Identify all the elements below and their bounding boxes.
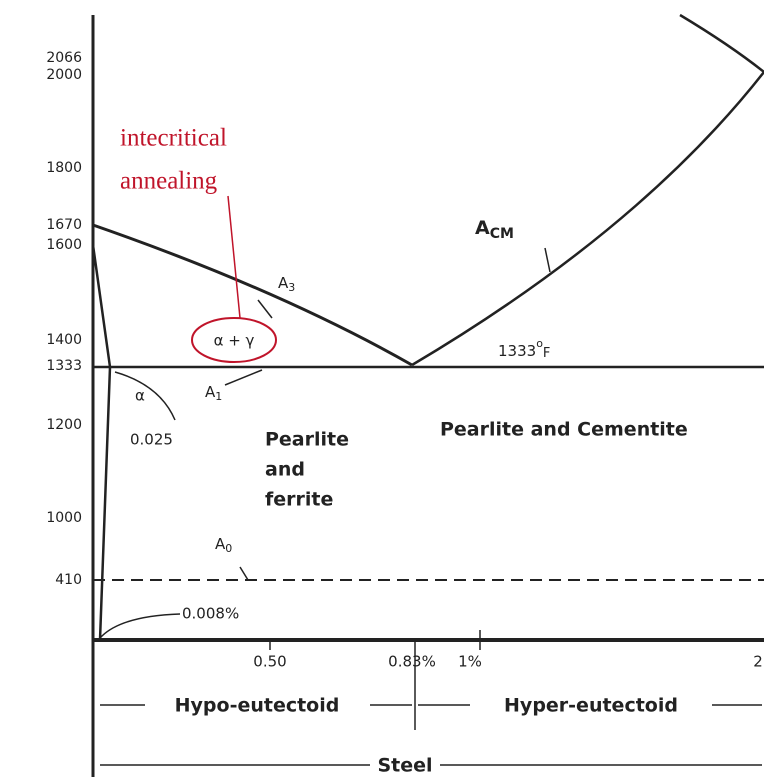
a0-label: A0: [215, 535, 232, 556]
class-label: Hyper-eutectoid: [504, 695, 678, 717]
x-tick-label: 0.50: [253, 653, 286, 671]
y-tick-label: 1400: [46, 332, 82, 348]
y-tick-label: 1670: [46, 217, 82, 233]
annotation-text: intecritical: [120, 125, 227, 152]
alpha-label: α: [135, 387, 145, 405]
solubility-label: 0.025: [130, 431, 173, 449]
region-label: and: [265, 459, 305, 481]
x-tick-label: 2: [753, 653, 763, 671]
leader: [239, 566, 249, 581]
a3-label: A3: [278, 274, 295, 295]
a1-label: A1: [205, 383, 222, 404]
annotation-marks: [191, 195, 277, 363]
x-tick-label: 0.83%: [388, 653, 436, 671]
region-label: Pearlite: [265, 429, 349, 451]
region-label: Pearlite and Cementite: [440, 419, 688, 441]
acm-curve: [411, 71, 764, 367]
alpha-boundary: [91, 244, 112, 641]
y-tick-label: 1333: [46, 358, 82, 374]
leader: [544, 247, 551, 273]
leader: [257, 299, 273, 319]
y-tick-label: 1000: [46, 510, 82, 526]
leader: [99, 613, 181, 639]
top-curve: [679, 13, 764, 73]
y-tick-label: 1800: [46, 160, 82, 176]
leader: [114, 371, 176, 421]
y-tick-label: 410: [55, 572, 82, 588]
temp-label: 1333oF: [498, 337, 550, 361]
y-tick-label: 1600: [46, 237, 82, 253]
y-tick-label: 2000: [46, 67, 82, 83]
a3-curve: [92, 223, 413, 367]
region-label: ferrite: [265, 489, 333, 511]
solubility-label: 0.008%: [182, 605, 239, 623]
diagram-lines: [91, 13, 764, 777]
acm-label: ACM: [475, 217, 514, 243]
leader: [224, 369, 263, 386]
y-tick-label: 1200: [46, 417, 82, 433]
phase-label: α + γ: [214, 332, 255, 350]
class-label: Steel: [377, 755, 432, 777]
x-tick-label: 1%: [458, 653, 482, 671]
y-tick-label: 2066: [46, 50, 82, 66]
annotation-pointer: [227, 195, 241, 319]
highlight-ellipse: [191, 317, 277, 363]
class-label: Hypo-eutectoid: [175, 695, 340, 717]
annotation-text: annealing: [120, 168, 218, 195]
